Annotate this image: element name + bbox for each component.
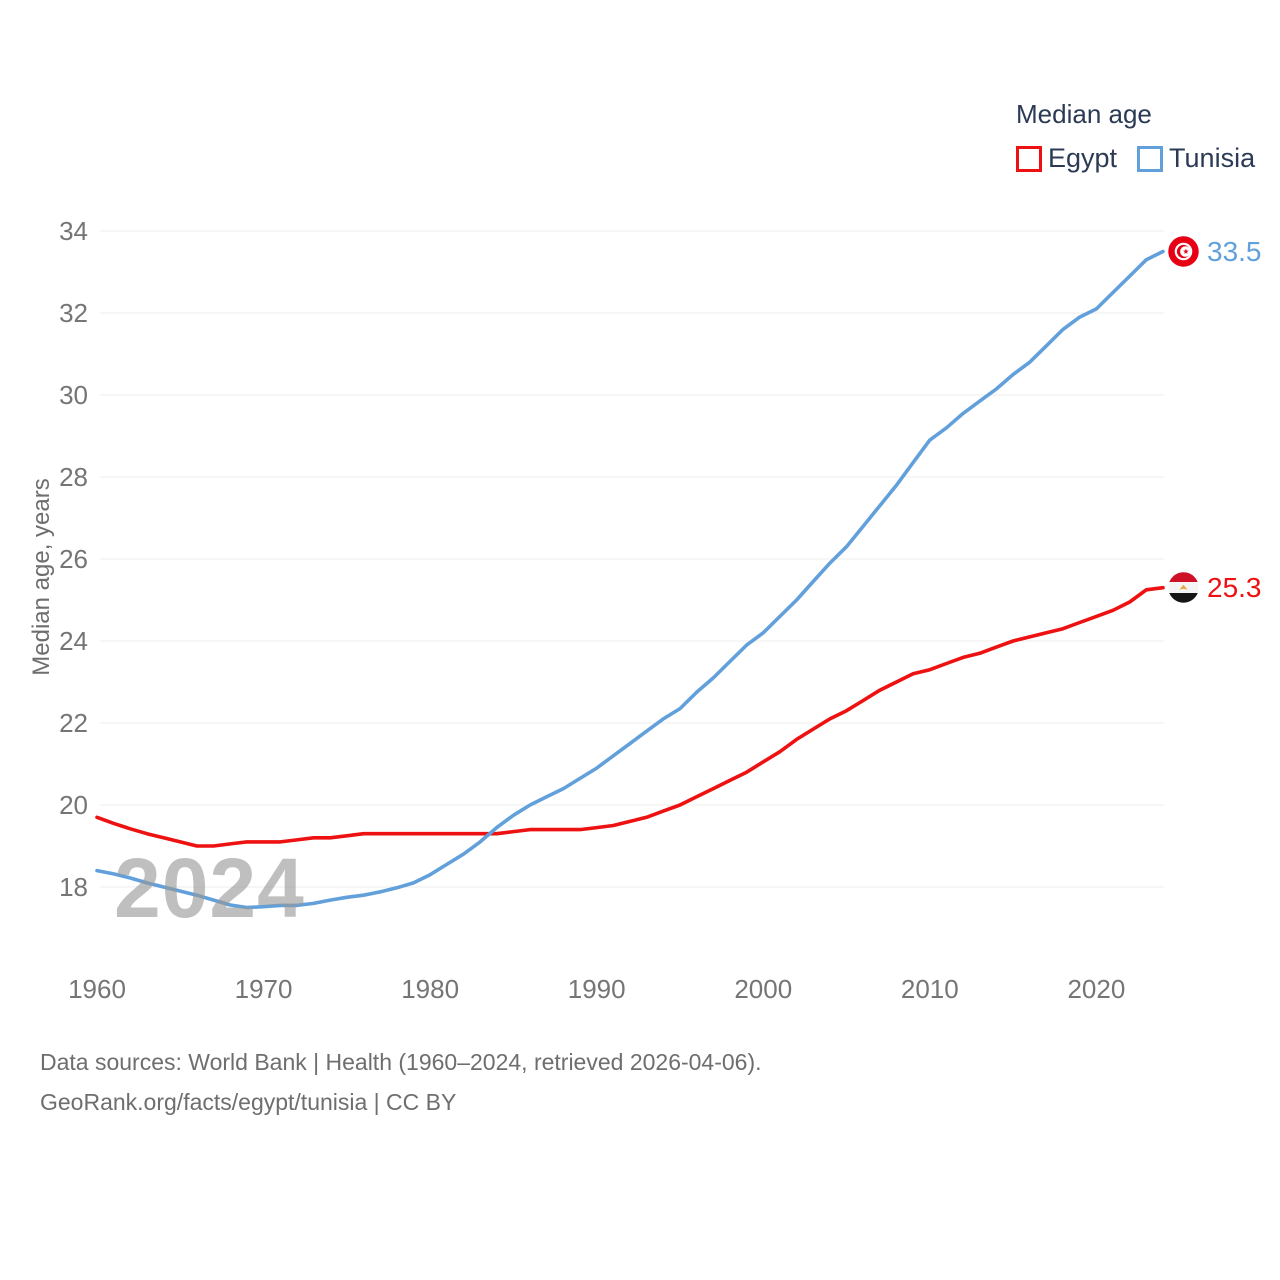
y-tick-label: 30 [59, 380, 88, 410]
legend-items: Egypt Tunisia [1016, 143, 1255, 174]
end-label-egypt: 25.3 [1167, 571, 1262, 605]
legend-title: Median age [1016, 99, 1152, 129]
y-tick-label: 18 [59, 872, 88, 902]
y-tick-label: 26 [59, 544, 88, 574]
y-tick-label: 22 [59, 708, 88, 738]
footer-attribution: GeoRank.org/facts/egypt/tunisia | CC BY [40, 1089, 457, 1115]
tunisia-swatch-icon [1137, 145, 1164, 172]
x-tick-label: 1960 [68, 974, 126, 1004]
x-tick-label: 1970 [234, 974, 293, 1004]
tunisia-flag-icon [1167, 235, 1200, 268]
y-tick-label: 28 [59, 462, 88, 492]
x-tick-label: 2000 [734, 974, 793, 1004]
footer-sources: Data sources: World Bank | Health (1960–… [40, 1049, 762, 1075]
series-line-tunisia [95, 249, 1165, 910]
y-tick-label: 20 [59, 790, 88, 820]
legend-item-egypt[interactable]: Egypt [1016, 143, 1117, 174]
x-tick-label: 1980 [401, 974, 460, 1004]
series-line-egypt [95, 585, 1165, 848]
y-tick-label: 34 [59, 216, 88, 246]
tunisia-end-value: 33.5 [1207, 235, 1262, 267]
footer: Data sources: World Bank | Health (1960–… [40, 1042, 762, 1122]
legend-item-label: Egypt [1048, 143, 1118, 173]
egypt-flag-icon [1167, 571, 1200, 605]
egypt-end-value: 25.3 [1207, 571, 1262, 603]
x-tick-label: 2010 [900, 974, 959, 1004]
end-label-tunisia: 33.5 [1167, 235, 1262, 268]
legend-item-label: Tunisia [1169, 143, 1256, 173]
x-tick-label: 2020 [1067, 974, 1126, 1004]
y-tick-label: 32 [59, 298, 88, 328]
egypt-swatch-icon [1016, 145, 1042, 172]
y-tick-label: 24 [59, 626, 88, 656]
legend: Median age Egypt Tunisia [1016, 99, 1255, 174]
x-tick-label: 1990 [567, 974, 626, 1004]
legend-item-tunisia[interactable]: Tunisia [1137, 143, 1255, 174]
